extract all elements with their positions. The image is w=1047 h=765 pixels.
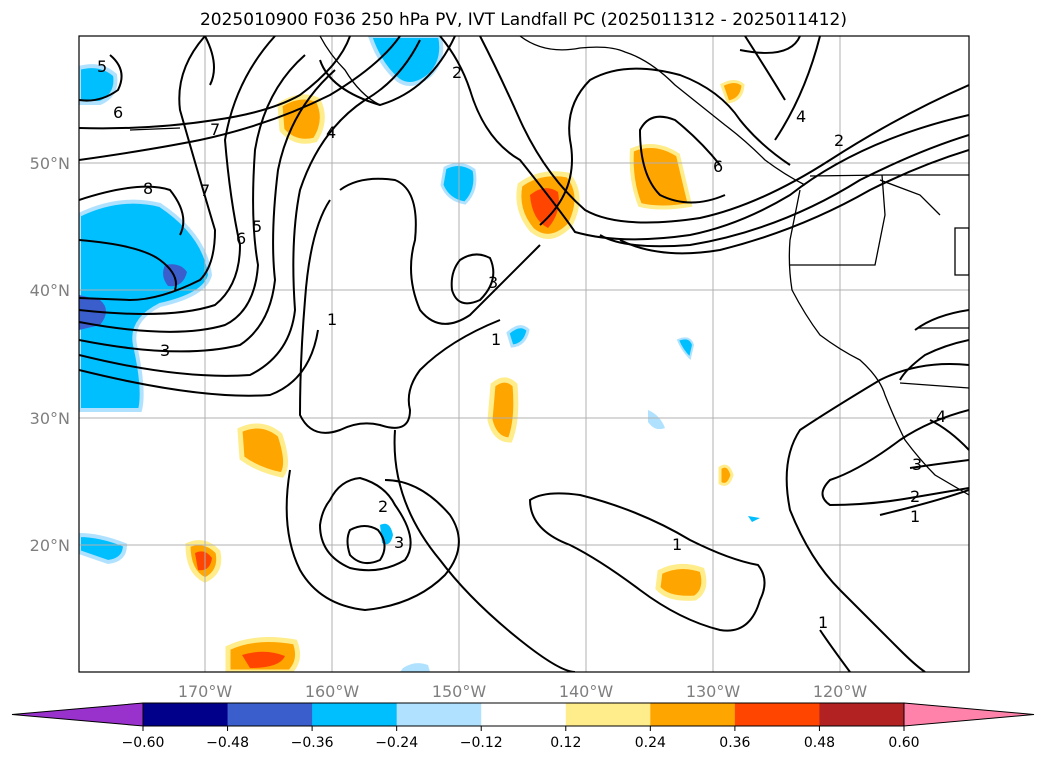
colorbar-extend-min [11,702,144,727]
colorbar-tick-label: 0.36 [719,735,750,751]
contour-label: 1 [910,507,920,526]
colorbar-frame [142,702,905,727]
colorbar-tick-label: −0.60 [122,735,165,751]
lon-label: 150°W [432,682,487,701]
lon-label: 120°W [813,682,868,701]
lon-label: 140°W [559,682,614,701]
colorbar-extend-max [903,702,1035,727]
lat-label: 50°N [30,154,70,173]
colorbar-bin [143,703,229,726]
colorbar-tick-label: 0.48 [804,735,835,751]
colorbar-tick-label: −0.12 [460,735,503,751]
contour-label: 1 [327,310,337,329]
lat-label: 40°N [30,281,70,300]
contour-label: 6 [113,103,123,122]
colorbar-tick-label: −0.36 [291,735,334,751]
contour-label: 7 [210,120,220,139]
contour-label: 3 [488,273,498,292]
colorbar-bin [650,703,736,726]
contour-labels: 5 6 7 4 2 8 7 6 5 3 1 3 1 4 2 6 2 3 2 1 … [97,57,946,632]
negative-anomaly-shading [79,36,760,672]
contour-label: 2 [910,487,920,506]
contour-label: 3 [160,341,170,360]
longitude-labels: 170°W 160°W 150°W 140°W 130°W 120°W [178,682,868,701]
lon-label: 170°W [178,682,233,701]
contour-label: 2 [834,131,844,150]
map-title: 2025010900 F036 250 hPa PV, IVT Landfall… [199,10,847,30]
positive-anomaly-shading [185,80,745,672]
map-frame [78,35,970,673]
contour-label: 1 [672,535,682,554]
colorbar-tick-label: 0.24 [635,735,666,751]
colorbar-tick-label: 0.12 [550,735,581,751]
latitude-labels: 50°N 40°N 30°N 20°N [30,154,70,555]
contour-label: 5 [97,57,107,76]
lat-label: 20°N [30,536,70,555]
colorbar-bin [565,703,651,726]
colorbar-tick-label: −0.24 [375,735,418,751]
contour-label: 4 [796,107,806,126]
contour-label: 1 [491,330,501,349]
contour-label: 5 [252,217,262,236]
contour-label: 6 [236,229,246,248]
contour-label: 4 [326,123,336,142]
contour-label: 3 [912,455,922,474]
contour-label: 6 [713,157,723,176]
colorbar-bin [481,703,567,726]
colorbar-bin [819,703,905,726]
colorbar-tick-label: 0.60 [888,735,919,751]
contour-label: 7 [200,181,210,200]
contour-label: 1 [818,613,828,632]
lon-label: 130°W [686,682,741,701]
colorbar-bin [227,703,313,726]
colorbar-tick-label: −0.48 [206,735,249,751]
contour-label: 8 [143,179,153,198]
lat-label: 30°N [30,409,70,428]
contour-label: 4 [936,407,946,426]
contour-label: 2 [452,63,462,82]
coastlines [129,36,969,496]
colorbar-bin [312,703,398,726]
pv-contours [79,36,969,672]
colorbar-bin [396,703,482,726]
lon-label: 160°W [305,682,360,701]
contour-label: 3 [394,533,404,552]
colorbar: −0.60 −0.48 −0.36 −0.24 −0.12 0.12 0.24 0.36 0.4… [11,702,1035,751]
gridlines [79,36,969,672]
colorbar-bin [734,703,820,726]
contour-label: 2 [378,497,388,516]
